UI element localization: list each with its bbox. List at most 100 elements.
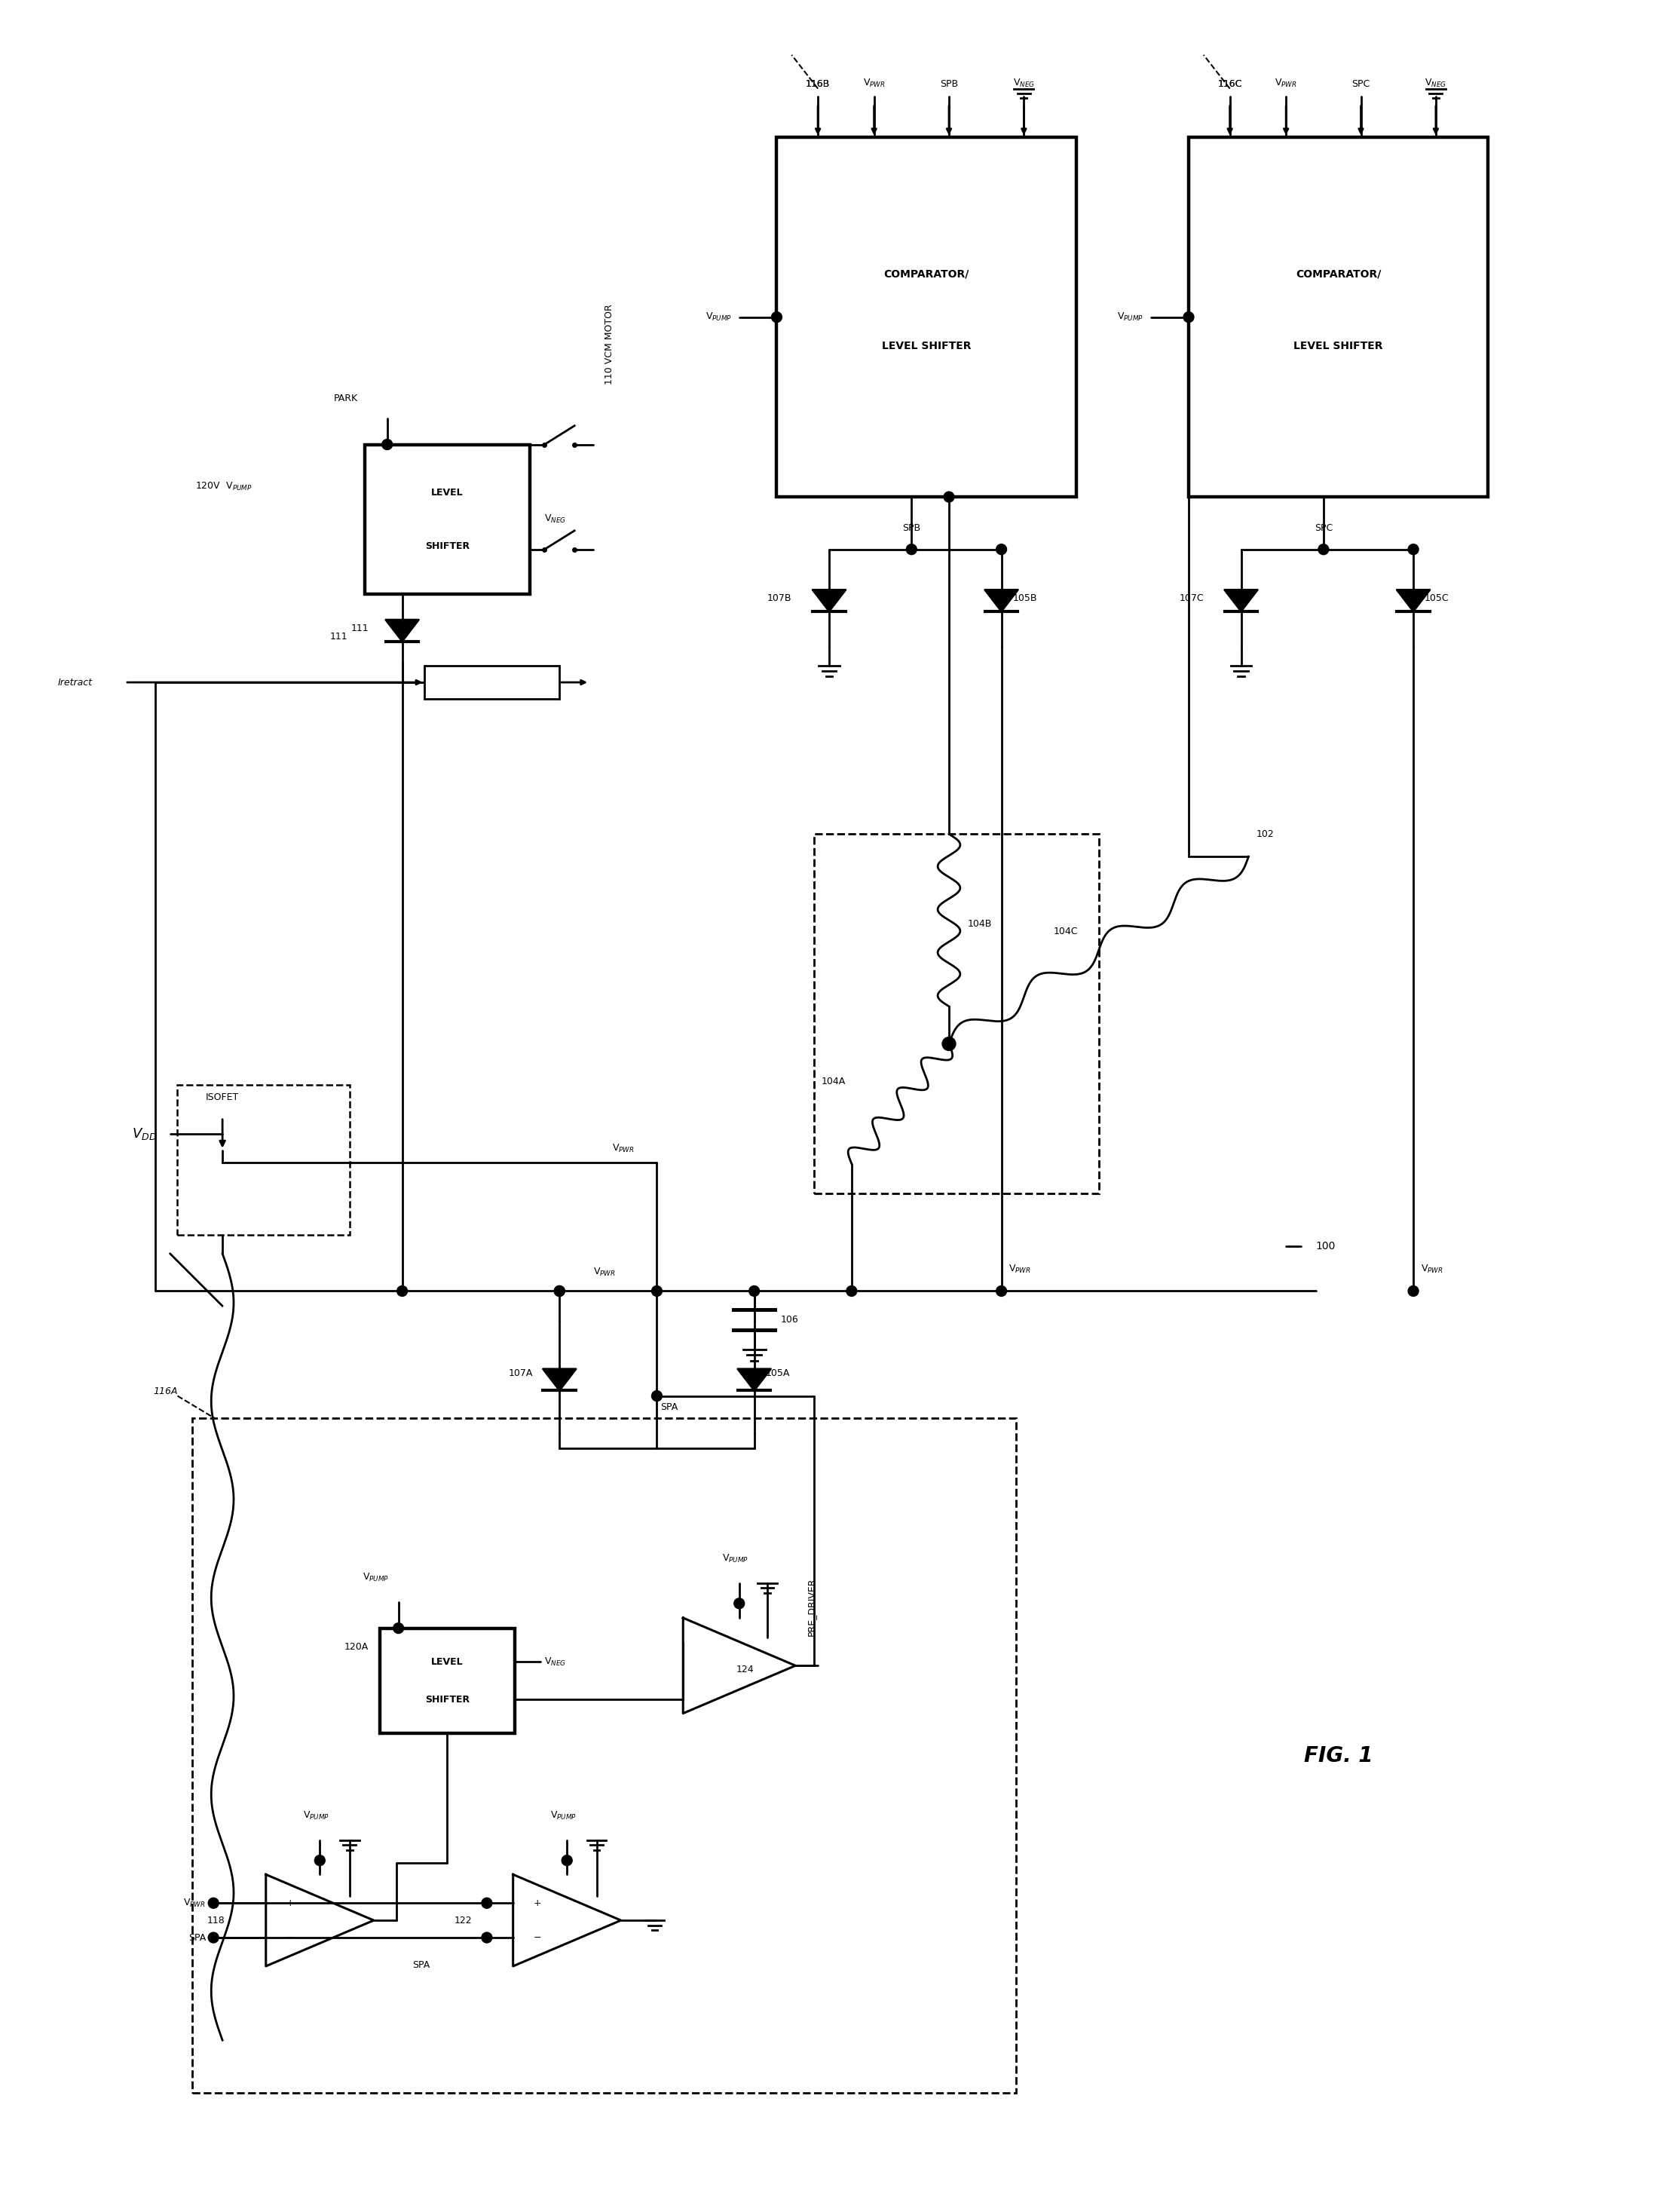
Text: LEVEL: LEVEL (431, 487, 463, 498)
Text: 116B: 116B (806, 80, 830, 88)
Text: −: − (287, 1933, 294, 1942)
Text: 111: 111 (330, 633, 347, 641)
Text: LEVEL: LEVEL (431, 1657, 463, 1666)
Polygon shape (542, 1369, 576, 1391)
Text: 116B: 116B (806, 80, 830, 88)
Circle shape (652, 1391, 662, 1400)
Text: 120A: 120A (343, 1641, 368, 1652)
Text: SHIFTER: SHIFTER (425, 1694, 469, 1705)
Text: +: + (285, 1898, 294, 1909)
Text: 106: 106 (780, 1314, 798, 1325)
Circle shape (382, 440, 393, 449)
Text: $V_{DD}$: $V_{DD}$ (131, 1126, 156, 1141)
Text: V$_{PUMP}$: V$_{PUMP}$ (1117, 312, 1143, 323)
Text: V$_{NEG}$: V$_{NEG}$ (1014, 77, 1035, 88)
Polygon shape (985, 591, 1019, 611)
Text: V$_{NEG}$: V$_{NEG}$ (544, 513, 566, 524)
Text: 105C: 105C (1425, 593, 1450, 604)
Text: Iretract: Iretract (58, 677, 93, 688)
Bar (380, 1628, 514, 1732)
Circle shape (562, 1856, 572, 1865)
Text: V$_{PUMP}$: V$_{PUMP}$ (705, 312, 732, 323)
Circle shape (393, 1624, 403, 1632)
Text: V$_{NEG}$: V$_{NEG}$ (544, 1657, 566, 1668)
Circle shape (995, 544, 1007, 555)
Polygon shape (738, 1369, 771, 1391)
Text: 107B: 107B (766, 593, 791, 604)
Text: 104B: 104B (967, 918, 992, 929)
Circle shape (771, 312, 781, 323)
Text: V$_{PWR}$: V$_{PWR}$ (594, 1265, 615, 1279)
Circle shape (554, 1285, 564, 1296)
Text: SPC: SPC (1314, 524, 1332, 533)
Text: +: + (533, 1898, 541, 1909)
Bar (425, 666, 559, 699)
Text: 122: 122 (455, 1916, 471, 1924)
Circle shape (209, 1898, 219, 1909)
Text: SPA: SPA (189, 1933, 206, 1942)
Text: V$_{NEG}$: V$_{NEG}$ (1425, 77, 1447, 88)
Text: PARK: PARK (333, 394, 358, 403)
Text: 118: 118 (207, 1916, 224, 1924)
Text: LEVEL SHIFTER: LEVEL SHIFTER (883, 341, 971, 352)
Text: 100: 100 (1316, 1241, 1335, 1252)
Text: PRE_DRIVER: PRE_DRIVER (806, 1577, 816, 1635)
Text: V$_{PWR}$: V$_{PWR}$ (1009, 1263, 1032, 1274)
Bar (192, 1418, 1017, 2093)
Text: COMPARATOR/: COMPARATOR/ (884, 268, 969, 279)
Text: SPB: SPB (902, 524, 921, 533)
Circle shape (315, 1856, 325, 1865)
Text: 102: 102 (1256, 830, 1274, 838)
Circle shape (397, 1285, 408, 1296)
Polygon shape (1224, 591, 1258, 611)
Text: 105A: 105A (765, 1369, 790, 1378)
Text: 124: 124 (737, 1663, 753, 1674)
Text: 107C: 107C (1180, 593, 1204, 604)
Circle shape (1408, 1285, 1418, 1296)
Bar (365, 445, 529, 595)
Text: 105B: 105B (1012, 593, 1037, 604)
Text: SHIFTER: SHIFTER (425, 542, 469, 551)
Circle shape (1183, 312, 1194, 323)
Circle shape (1408, 544, 1418, 555)
Text: ISOFET: ISOFET (206, 1093, 239, 1102)
Text: 116A: 116A (153, 1387, 178, 1396)
Text: V$_{PWR}$: V$_{PWR}$ (612, 1144, 634, 1155)
Circle shape (942, 1037, 956, 1051)
Text: LEVEL SHIFTER: LEVEL SHIFTER (1294, 341, 1384, 352)
Text: V$_{PWR}$: V$_{PWR}$ (1274, 77, 1297, 88)
Circle shape (846, 1285, 856, 1296)
Circle shape (733, 1599, 745, 1608)
Circle shape (209, 1933, 219, 1942)
Circle shape (481, 1898, 493, 1909)
Circle shape (1319, 544, 1329, 555)
Text: V$_{PWR}$: V$_{PWR}$ (863, 77, 886, 88)
Text: 110 VCM MOTOR: 110 VCM MOTOR (604, 303, 614, 385)
Text: −: − (533, 1933, 541, 1942)
Bar (178, 1086, 350, 1234)
Text: 111: 111 (350, 624, 368, 633)
Text: 107A: 107A (509, 1369, 533, 1378)
Text: 120V  V$_{PUMP}$: 120V V$_{PUMP}$ (196, 480, 252, 491)
Text: 116C: 116C (1218, 80, 1243, 88)
Circle shape (481, 1933, 493, 1942)
Polygon shape (813, 591, 846, 611)
Text: V$_{PWR}$: V$_{PWR}$ (184, 1898, 206, 1909)
Text: SPB: SPB (941, 80, 957, 88)
Text: FIG. 1: FIG. 1 (1304, 1745, 1374, 1765)
Text: 104A: 104A (821, 1077, 846, 1086)
Text: V$_{PUMP}$: V$_{PUMP}$ (551, 1809, 576, 1820)
Text: V$_{PWR}$: V$_{PWR}$ (1420, 1263, 1443, 1274)
Text: SPA: SPA (660, 1402, 679, 1411)
Circle shape (554, 1285, 564, 1296)
Polygon shape (387, 619, 418, 641)
Circle shape (995, 1285, 1007, 1296)
Circle shape (748, 1285, 760, 1296)
Text: V$_{PUMP}$: V$_{PUMP}$ (722, 1553, 748, 1564)
Text: 104C: 104C (1053, 927, 1078, 936)
Circle shape (906, 544, 917, 555)
Bar (815, 834, 1098, 1194)
Text: V$_{PUMP}$: V$_{PUMP}$ (304, 1809, 330, 1820)
Text: COMPARATOR/: COMPARATOR/ (1296, 268, 1382, 279)
Text: 116C: 116C (1218, 80, 1243, 88)
